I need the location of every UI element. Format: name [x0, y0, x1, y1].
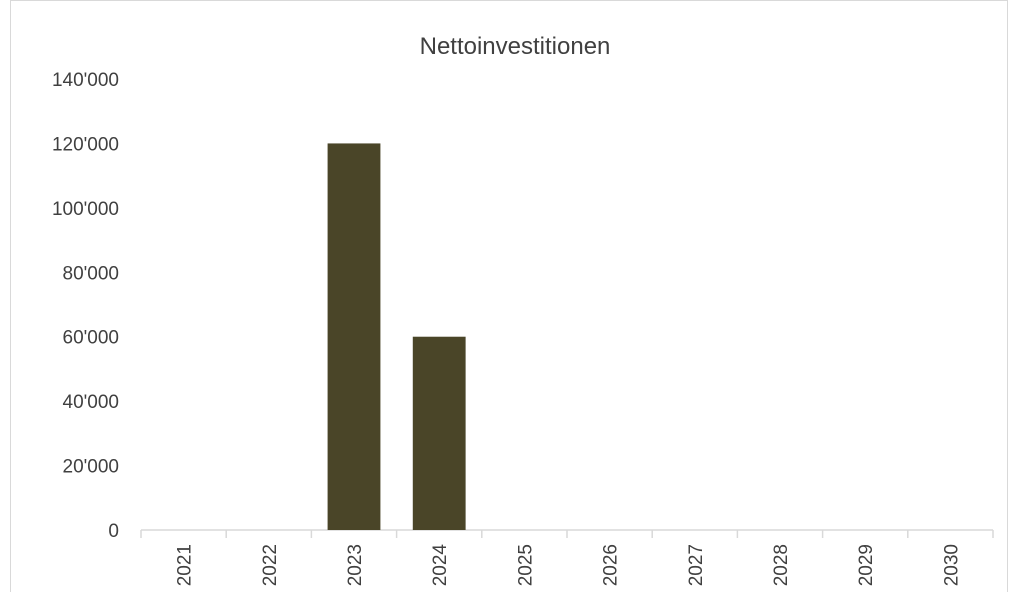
y-tick-label: 60'000 [63, 328, 119, 349]
x-tick-label: 2025 [515, 544, 536, 586]
bar-2024 [412, 336, 466, 530]
x-tick-label: 2030 [941, 544, 962, 586]
x-tick-label: 2026 [601, 544, 622, 586]
x-tick-label: 2028 [771, 544, 792, 586]
chart-title: Nettoinvestitionen [420, 33, 611, 60]
x-tick-label: 2023 [345, 544, 366, 586]
y-tick-label: 20'000 [63, 457, 119, 478]
x-tick-label: 2021 [175, 544, 196, 586]
chart-area [10, 0, 1008, 592]
x-tick-label: 2029 [856, 544, 877, 586]
y-tick-label: 0 [108, 521, 119, 542]
x-axis: 2021 2022 2023 2024 2025 2026 2027 2028 2029 2030 [140, 529, 994, 587]
y-axis: 0 20'000 40'000 60'000 80'000 100'000 120'000 1… [52, 70, 119, 542]
y-tick-label: 140'000 [52, 70, 119, 91]
y-tick-label: 40'000 [63, 392, 119, 413]
x-tick-label: 2024 [430, 544, 451, 587]
y-tick-label: 80'000 [63, 263, 119, 284]
y-tick-label: 120'000 [52, 134, 119, 155]
bar-2023 [327, 143, 381, 530]
x-tick-label: 2027 [686, 544, 707, 586]
bars [327, 143, 466, 530]
y-tick-label: 100'000 [52, 199, 119, 220]
x-tick-label: 2022 [260, 544, 281, 586]
